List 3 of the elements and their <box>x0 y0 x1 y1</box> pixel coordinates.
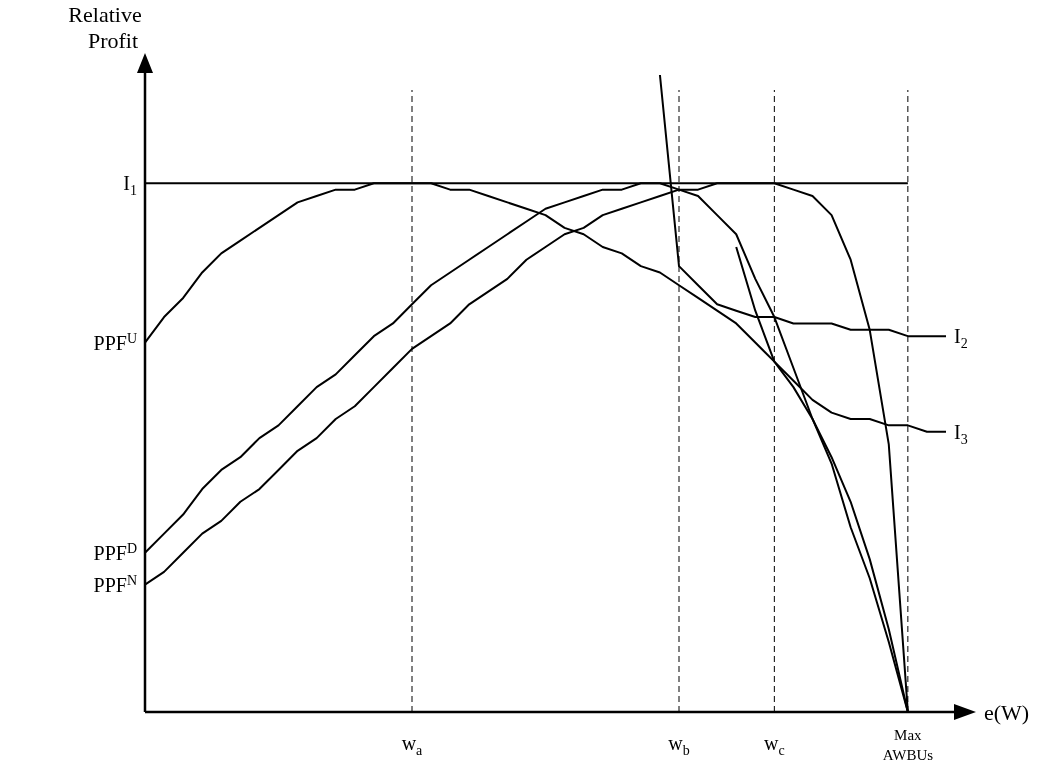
x-axis-title: e(W) <box>984 700 1030 725</box>
y-axis-title: Relative Profit <box>68 2 142 53</box>
x-tick-label: Max AWBUs <box>882 727 934 763</box>
